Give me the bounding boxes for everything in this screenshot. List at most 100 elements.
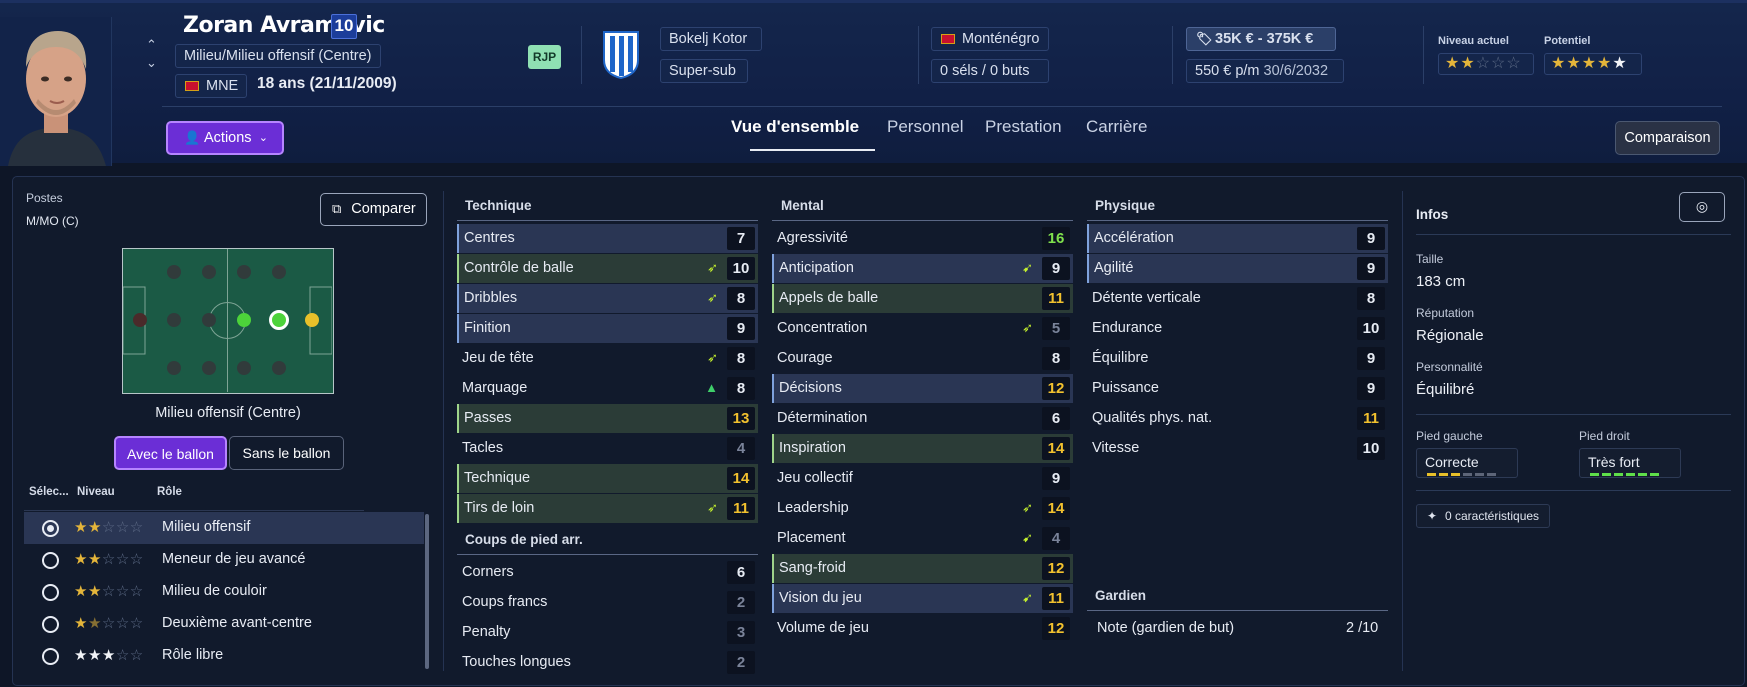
attribute-row[interactable]: Décisions 12 — [772, 374, 1073, 403]
position-marker[interactable] — [202, 361, 216, 375]
attribute-row[interactable]: Touches longues 2 — [457, 648, 758, 677]
attribute-row[interactable]: Leadership ➶ 14 — [772, 494, 1073, 523]
attribute-row[interactable]: Anticipation ➹ 9 — [772, 254, 1073, 283]
attribute-row[interactable]: Courage 8 — [772, 344, 1073, 373]
traits-button[interactable]: ✦ 0 caractéristiques — [1416, 504, 1551, 528]
tab-overview[interactable]: Vue d'ensemble — [731, 117, 860, 136]
attribute-row[interactable]: Accélération 9 — [1087, 224, 1388, 253]
compare-icon: ⧉ — [332, 201, 342, 216]
role-radio[interactable] — [42, 648, 59, 665]
position-marker-selected[interactable] — [269, 310, 289, 330]
attribute-row[interactable]: Détente verticale 8 — [1087, 284, 1388, 313]
attribute-row[interactable]: Tirs de loin ➶ 11 — [457, 494, 758, 523]
wage: 550 € p/m — [1195, 63, 1260, 79]
arrow-trend-icon: ➹ — [1022, 530, 1033, 545]
reputation-label: Réputation — [1416, 306, 1475, 320]
attribute-row[interactable]: Puissance 9 — [1087, 374, 1388, 403]
position-marker[interactable] — [237, 361, 251, 375]
position-marker[interactable] — [167, 361, 181, 375]
role-row[interactable]: ★★☆☆☆ Meneur de jeu avancé — [24, 544, 424, 576]
role-radio[interactable] — [42, 616, 59, 633]
left-foot-rating: Correcte — [1416, 448, 1518, 478]
tab-personal[interactable]: Personnel — [887, 117, 964, 136]
squad-number-badge: 10 — [331, 14, 357, 39]
role-radio[interactable] — [42, 584, 59, 601]
attribute-row[interactable]: Vision du jeu ➹ 11 — [772, 584, 1073, 613]
club-name[interactable]: Bokelj Kotor — [660, 27, 762, 51]
attribute-row[interactable]: Passes 13 — [457, 404, 758, 433]
next-player-chevron-icon[interactable]: ⌄ — [146, 55, 157, 70]
tab-performance[interactable]: Prestation — [985, 117, 1062, 136]
position-marker[interactable] — [202, 265, 216, 279]
attribute-row[interactable]: Technique 14 — [457, 464, 758, 493]
role-radio[interactable] — [42, 552, 59, 569]
attribute-row[interactable]: Vitesse 10 — [1087, 434, 1388, 463]
role-radio[interactable] — [42, 520, 59, 537]
reputation-value: Régionale — [1416, 327, 1484, 344]
attribute-name: Courage — [777, 350, 833, 366]
attribute-row[interactable]: Corners 6 — [457, 558, 758, 587]
attribute-row[interactable]: Sang-froid 12 — [772, 554, 1073, 583]
attribute-row[interactable]: Coups francs 2 — [457, 588, 758, 617]
role-row[interactable]: ★★☆☆☆ Milieu offensif — [24, 512, 424, 544]
with-ball-toggle[interactable]: Avec le ballon — [114, 436, 227, 470]
arrow-trend-icon: ➶ — [1022, 320, 1033, 335]
position-marker[interactable] — [167, 265, 181, 279]
tab-career[interactable]: Carrière — [1086, 117, 1148, 136]
actions-button[interactable]: 👤 Actions ⌄ — [166, 121, 284, 155]
role-row[interactable]: ★★☆☆☆ Deuxième avant-centre — [24, 608, 424, 640]
attribute-value: 14 — [727, 467, 755, 490]
attribute-row[interactable]: Concentration ➶ 5 — [772, 314, 1073, 343]
column-select-header[interactable]: Sélec... — [29, 486, 69, 498]
attribute-row[interactable]: Tacles 4 — [457, 434, 758, 463]
attribute-row[interactable]: Penalty 3 — [457, 618, 758, 647]
position-marker-competent[interactable] — [305, 313, 319, 327]
attribute-row[interactable]: Dribbles ➶ 8 — [457, 284, 758, 313]
divider — [1087, 220, 1388, 221]
position-marker[interactable] — [202, 313, 216, 327]
position-marker[interactable] — [133, 313, 147, 327]
attribute-row[interactable]: Jeu collectif 9 — [772, 464, 1073, 493]
attribute-row[interactable]: Volume de jeu 12 — [772, 614, 1073, 643]
price-tag-icon: 🏷 — [1196, 31, 1213, 46]
personality-value: Équilibré — [1416, 381, 1475, 398]
attribute-row[interactable]: Inspiration 14 — [772, 434, 1073, 463]
position-marker[interactable] — [272, 265, 286, 279]
attribute-row[interactable]: Qualités phys. nat. 11 — [1087, 404, 1388, 433]
attribute-row[interactable]: Équilibre 9 — [1087, 344, 1388, 373]
attribute-row[interactable]: Contrôle de balle ➶ 10 — [457, 254, 758, 283]
attribute-row[interactable]: Endurance 10 — [1087, 314, 1388, 343]
attribute-row[interactable]: Jeu de tête ➶ 8 — [457, 344, 758, 373]
position-marker[interactable] — [272, 361, 286, 375]
attribute-value: 12 — [1042, 557, 1070, 580]
profile-menu-icon[interactable]: ◎ — [1679, 192, 1725, 222]
position-marker[interactable] — [167, 313, 181, 327]
attribute-row[interactable]: Centres 7 — [457, 224, 758, 253]
position-marker-natural[interactable] — [237, 313, 251, 327]
position-marker[interactable] — [237, 265, 251, 279]
compare-positions-button[interactable]: ⧉ Comparer — [320, 193, 427, 226]
rjp-badge: RJP — [528, 45, 561, 69]
column-level-header[interactable]: Niveau — [77, 486, 115, 498]
compare-button[interactable]: Comparaison — [1615, 121, 1720, 155]
arrow-trend-icon: ➹ — [1022, 590, 1033, 605]
transfer-value-chip[interactable]: 🏷 35K € - 375K € — [1186, 27, 1336, 51]
attribute-row[interactable]: Finition 9 — [457, 314, 758, 343]
attribute-row[interactable]: Placement ➹ 4 — [772, 524, 1073, 553]
attribute-row[interactable]: Détermination 6 — [772, 404, 1073, 433]
club-crest-icon[interactable] — [602, 30, 640, 80]
attribute-row[interactable]: Agilité 9 — [1087, 254, 1388, 283]
role-level-stars: ★★☆☆☆ — [74, 519, 144, 536]
role-row[interactable]: ★★★☆☆ Rôle libre — [24, 640, 424, 672]
attribute-row[interactable]: Agressivité 16 — [772, 224, 1073, 253]
roles-scrollbar[interactable] — [425, 514, 429, 669]
without-ball-toggle[interactable]: Sans le ballon — [229, 436, 344, 470]
attribute-row[interactable]: Appels de balle 11 — [772, 284, 1073, 313]
column-role-header[interactable]: Rôle — [157, 486, 182, 498]
nation-chip[interactable]: Monténégro — [931, 27, 1049, 51]
role-row[interactable]: ★★☆☆☆ Milieu de couloir — [24, 576, 424, 608]
arrow-trend-icon: ➹ — [1022, 260, 1033, 275]
prev-player-chevron-icon[interactable]: ⌃ — [146, 37, 157, 52]
player-header: ⌃ ⌄ Zoran Avramovic 10 Milieu/Milieu off… — [0, 0, 1747, 166]
attribute-row[interactable]: Marquage ▲ 8 — [457, 374, 758, 403]
